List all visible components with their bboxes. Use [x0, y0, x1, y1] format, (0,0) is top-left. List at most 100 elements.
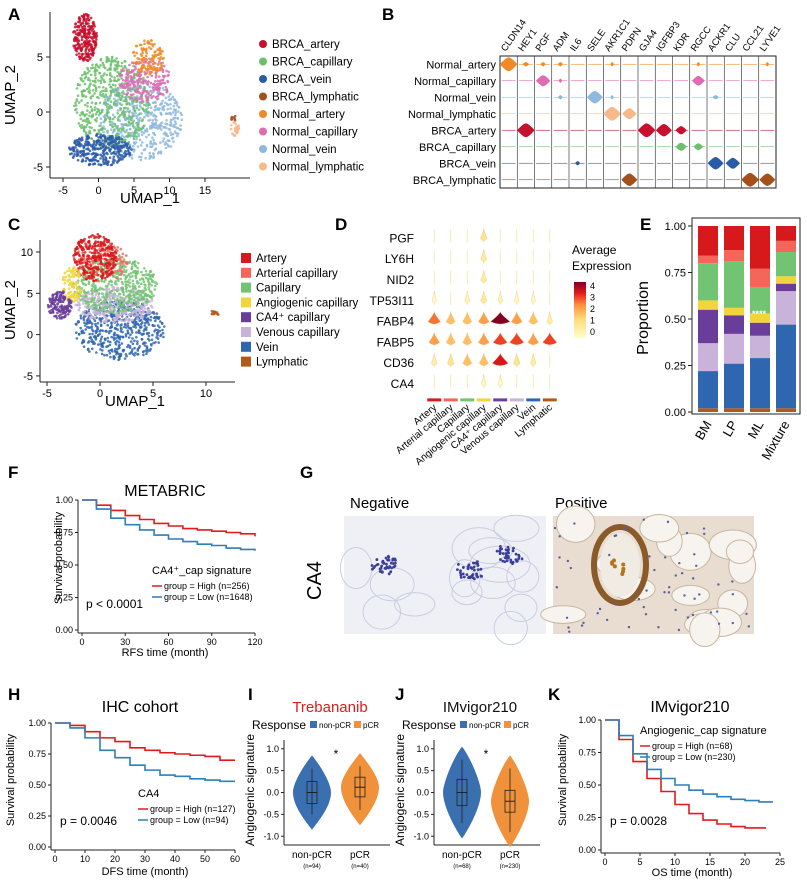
stacked-violin-gene-label: CD36: [383, 356, 414, 370]
proportion-ylabel: Proportion: [635, 281, 652, 355]
violin-row-label: Normal_vein: [434, 92, 496, 104]
umap-c-legend: Artery Arterial capillary Capillary Angioge…: [241, 253, 359, 369]
panel-i-violin-trebananib: Trebananib Response non-pCR pCR Angiogenic s…: [243, 699, 390, 870]
stacked-bar-segment: [724, 307, 744, 316]
umap-c-legend-label: Angiogenic capillary: [256, 297, 359, 309]
stacked-violin-mark: [497, 374, 503, 387]
umap-a-xlabel: UMAP_1: [120, 190, 180, 207]
proportion-ytick: 0.00: [665, 407, 686, 419]
stacked-bar-segment: [750, 335, 770, 359]
panel-h-km-ihc: IHC cohort 0 10 20 30 40 50 60 1.00 0.75 0.50 0.25…: [5, 699, 240, 878]
legend-swatch: [241, 282, 251, 293]
km-h-title: IHC cohort: [102, 699, 179, 716]
stacked-bar-segment: [776, 240, 796, 253]
umap-c-xtick: 10: [200, 388, 212, 400]
km-xtick: 50: [200, 854, 210, 864]
proportion-ytick: 0.25: [665, 361, 686, 373]
celltype-color-bar: [427, 398, 442, 402]
panel-c-umap: -5 0 5 10 10 5 0 -5 UMAP_1 UMAP_2 Artery Arteri…: [2, 233, 359, 410]
violin-mark: [675, 126, 687, 135]
violin-mark: [675, 142, 687, 151]
umap-c-ytick: 5: [27, 288, 33, 300]
km-ytick: 0.50: [28, 780, 46, 790]
proportion-ytick: 0.75: [665, 268, 686, 280]
km-xtick: 60: [163, 637, 173, 647]
stacked-violin-gene-label: CA4: [391, 377, 415, 391]
umap-a-xtick: -5: [58, 185, 68, 197]
violin-ytick: 0.5: [416, 766, 429, 776]
legend-swatch: [241, 297, 251, 308]
legend-swatch: [241, 267, 251, 278]
stacked-violin-mark: [446, 332, 456, 345]
km-xtick: 15: [705, 857, 715, 867]
km-h-legend-low: group = Low (n=94): [150, 815, 229, 825]
stacked-bar-segment: [750, 358, 770, 409]
panel-letter-i: I: [248, 685, 253, 704]
colorbar-tick: 0: [590, 327, 595, 337]
violin-mark: [691, 75, 705, 86]
stacked-bar-segment: [724, 408, 744, 412]
violin-significance: *: [484, 747, 489, 761]
violin-mark: [610, 62, 614, 67]
legend-swatch: [241, 327, 251, 337]
stacked-violin-mark: [462, 311, 472, 325]
umap-a-legend-label: BRCA_artery: [272, 39, 340, 51]
violin-mark: [707, 157, 724, 170]
km-xtick: 20: [740, 857, 750, 867]
stacked-violin-mark: [462, 332, 472, 345]
stacked-violin-mark: [480, 249, 487, 262]
stacked-bar-segment: [776, 324, 796, 409]
legend-swatch: [241, 253, 251, 263]
km-xtick: 20: [110, 854, 120, 864]
stacked-violin-gene-label: NID2: [387, 273, 415, 287]
km-xtick: 10: [80, 854, 90, 864]
legend-dot: [259, 127, 267, 136]
km-f-pvalue: p < 0.0001: [86, 597, 143, 611]
violin-gene-label: ADM: [551, 30, 572, 54]
stacked-violin-mark: [428, 332, 440, 345]
stacked-violin-mark: [462, 353, 472, 366]
significance-stars: ****: [752, 309, 767, 319]
proportion-bars: [698, 226, 796, 412]
stacked-violin-mark: [513, 353, 521, 366]
stacked-violin-mark: [514, 290, 520, 304]
stacked-violin-gene-label: LY6H: [385, 252, 414, 266]
violin-ytick: 0.5: [266, 766, 279, 776]
proportion-ytick: 0.50: [665, 314, 686, 326]
umap-c-xticks: -5 0 5 10: [42, 382, 212, 400]
umap-a-scatter: [68, 13, 241, 167]
panel-letter-j: J: [395, 685, 404, 704]
violin-mark: [540, 62, 546, 67]
umap-a-yticks: 5 0 -5: [33, 52, 50, 174]
stacked-violin-mark: [490, 311, 511, 325]
stacked-violin-mark: [431, 353, 438, 366]
colorbar-tick: 2: [590, 304, 595, 314]
stacked-violin-mark: [527, 332, 539, 345]
umap-c-yticks: 10 5 0 -5: [21, 247, 40, 383]
umap-c-ytick: 0: [27, 330, 33, 342]
panel-letters: A B C D E F G H I J K: [8, 5, 651, 704]
violin-row-label: BRCA_lymphatic: [413, 175, 497, 187]
stacked-bar-segment: [698, 408, 718, 412]
violin-group-label: pCR: [500, 850, 520, 861]
km-xtick: 5: [637, 857, 642, 867]
proportion-xtick: ML: [745, 418, 767, 441]
violin-mark: [586, 91, 603, 104]
stacked-violin-mark: [492, 332, 508, 345]
violin-response-label: Response: [252, 718, 306, 732]
violin-ytick: 1.0: [266, 744, 279, 754]
km-ytick: 0.75: [55, 528, 73, 538]
stacked-violin-mark: [478, 332, 490, 345]
km-f-plot: 0 30 60 90 120 1.00 0.75 0.50 0.25 0.00: [55, 495, 262, 647]
panel-letter-g: G: [300, 463, 313, 482]
violin-mark: [557, 62, 563, 67]
stacked-bar-segment: [750, 322, 770, 336]
stacked-bar-segment: [698, 226, 718, 256]
stacked-bar-segment: [724, 250, 744, 262]
violin-row-label: Normal_artery: [426, 59, 496, 71]
violin-mark: [741, 172, 759, 187]
violin-mark: [517, 123, 535, 138]
